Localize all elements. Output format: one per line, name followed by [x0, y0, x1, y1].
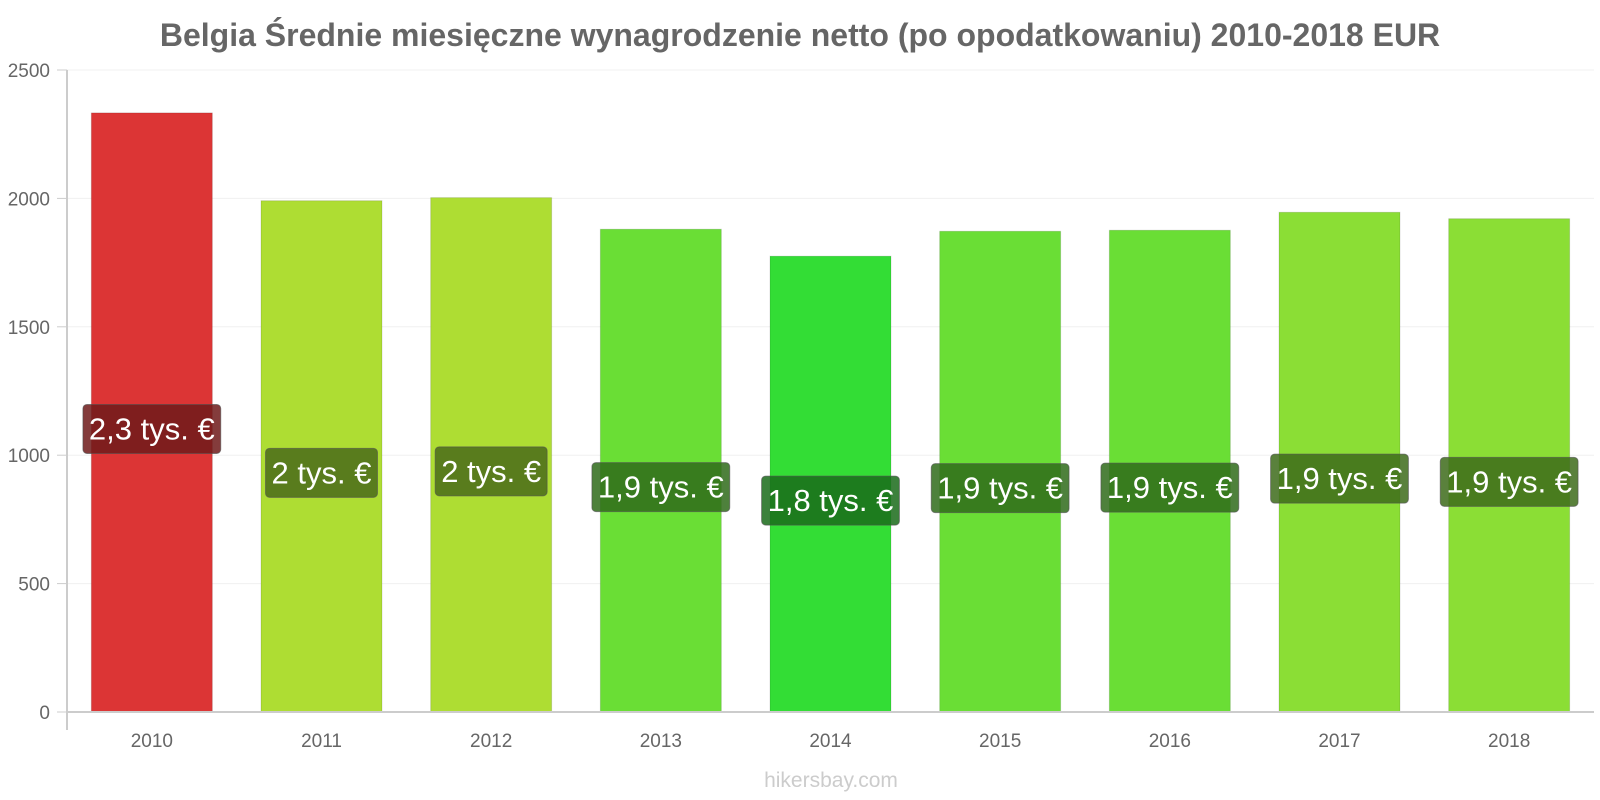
data-label-text: 1,9 tys. € — [1446, 464, 1572, 499]
data-label-text: 2 tys. € — [272, 455, 372, 490]
x-tick-label: 2015 — [979, 731, 1021, 752]
x-tick-label: 2016 — [1149, 731, 1191, 752]
y-tick-labels: 0 500 1000 1500 2000 2500 — [8, 61, 67, 724]
data-label-box — [1100, 462, 1240, 513]
data-label-box — [1439, 456, 1579, 507]
x-tick-label: 2017 — [1318, 731, 1360, 752]
data-label-text: 1,8 tys. € — [768, 483, 894, 518]
y-tick-label: 1000 — [8, 446, 50, 467]
data-label-2012: 2 tys. € — [434, 446, 548, 497]
data-label-2018: 1,9 tys. € — [1439, 456, 1579, 507]
data-label-box — [761, 475, 900, 526]
x-tick-label: 2014 — [809, 731, 852, 752]
data-label-2010: 2,3 tys. € — [82, 403, 222, 454]
x-tick-labels: 2010 2011 2012 2013 2014 2015 2016 2017 2018 — [131, 731, 1531, 752]
y-tick-label: 1500 — [8, 318, 50, 339]
data-label-2011: 2 tys. € — [265, 447, 378, 498]
data-label-box — [930, 463, 1070, 514]
watermark: hikersbay.com — [764, 769, 898, 792]
data-label-box — [265, 447, 378, 498]
y-tick-label: 500 — [18, 575, 50, 596]
data-labels: 2,3 tys. € 2 tys. € 2 tys. € 1,9 tys. € 1,8 … — [82, 403, 1579, 526]
x-tick-label: 2010 — [131, 731, 173, 752]
data-label-text: 1,9 tys. € — [1107, 470, 1233, 505]
x-tick-label: 2013 — [640, 731, 682, 752]
data-label-2013: 1,9 tys. € — [591, 462, 731, 513]
bars — [90, 112, 1571, 713]
data-label-box — [434, 446, 548, 497]
data-label-2015: 1,9 tys. € — [930, 463, 1070, 514]
data-label-2014: 1,8 tys. € — [761, 475, 900, 526]
data-label-box — [1270, 453, 1409, 504]
x-tick-label: 2011 — [301, 731, 342, 752]
x-tick-label: 2018 — [1488, 731, 1530, 752]
data-label-text: 1,9 tys. € — [598, 470, 724, 505]
y-tick-label: 2000 — [8, 189, 50, 210]
axes — [66, 70, 1594, 730]
data-label-2016: 1,9 tys. € — [1100, 462, 1240, 513]
data-label-text: 1,9 tys. € — [1277, 461, 1403, 496]
data-label-2017: 1,9 tys. € — [1270, 453, 1409, 504]
data-label-box — [82, 403, 222, 454]
data-label-text: 2 tys. € — [441, 454, 541, 489]
y-tick-label: 0 — [39, 703, 50, 724]
data-label-text: 1,9 tys. € — [937, 471, 1063, 506]
x-tick-label: 2012 — [470, 731, 512, 752]
y-tick-label: 2500 — [8, 61, 50, 82]
chart-title: Belgia Średnie miesięczne wynagrodzenie … — [160, 17, 1440, 53]
data-label-box — [591, 462, 731, 513]
data-label-text: 2,3 tys. € — [89, 411, 215, 446]
